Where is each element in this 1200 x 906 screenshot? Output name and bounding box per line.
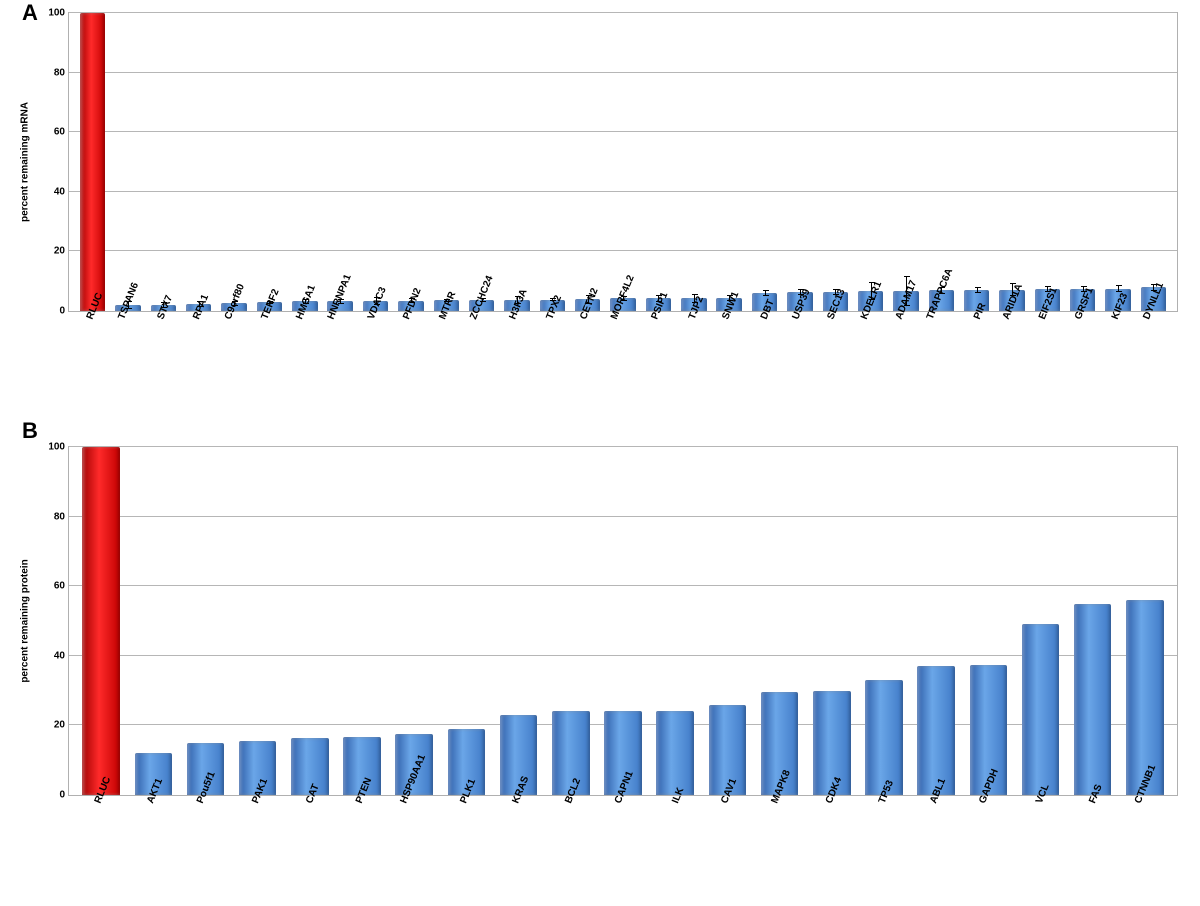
- y-tick: 0: [59, 306, 69, 317]
- panel-a-label: A: [22, 0, 38, 26]
- chart-b-plot: 020406080100: [69, 447, 1177, 795]
- panel-b-label: B: [22, 418, 38, 444]
- bar: [1126, 600, 1164, 795]
- bar-slot: [336, 447, 388, 795]
- bar-slot: [323, 13, 358, 311]
- bar-slot: [1067, 447, 1119, 795]
- y-tick: 80: [54, 511, 69, 522]
- bars-layer: [69, 13, 1177, 311]
- bar-slot: [597, 447, 649, 795]
- bar-slot: [1030, 13, 1065, 311]
- bar: [656, 711, 694, 795]
- bar-slot: [388, 447, 440, 795]
- bar-slot: [440, 447, 492, 795]
- bar-slot: [570, 13, 605, 311]
- bar-slot: [493, 447, 545, 795]
- bar-slot: [1119, 447, 1171, 795]
- bar-slot: [393, 13, 428, 311]
- chart-b: percent remaining protein 020406080100 R…: [68, 446, 1178, 796]
- y-tick: 20: [54, 246, 69, 257]
- bar-slot: [1014, 447, 1066, 795]
- bar-slot: [753, 447, 805, 795]
- y-tick: 60: [54, 581, 69, 592]
- bar-slot: [252, 13, 287, 311]
- y-tick: 80: [54, 67, 69, 78]
- error-bar: [977, 287, 978, 293]
- chart-a-y-title: percent remaining mRNA: [20, 102, 31, 222]
- bar: [80, 13, 105, 311]
- bar-slot: [429, 13, 464, 311]
- bar-slot: [545, 447, 597, 795]
- bar-slot: [605, 13, 640, 311]
- bar-slot: [641, 13, 676, 311]
- bar-slot: [818, 13, 853, 311]
- bar-slot: [535, 13, 570, 311]
- y-tick: 100: [48, 8, 69, 19]
- bar-slot: [232, 447, 284, 795]
- y-tick: 40: [54, 650, 69, 661]
- bar-slot: [910, 447, 962, 795]
- bar-slot: [924, 13, 959, 311]
- bar-slot: [747, 13, 782, 311]
- bar-slot: [110, 13, 145, 311]
- figure: A percent remaining mRNA 020406080100 RL…: [0, 0, 1200, 906]
- bar-slot: [146, 13, 181, 311]
- bar-slot: [499, 13, 534, 311]
- bar: [865, 680, 903, 795]
- bar-slot: [888, 13, 923, 311]
- chart-b-y-title: percent remaining protein: [20, 559, 31, 682]
- y-tick: 20: [54, 720, 69, 731]
- bar-slot: [649, 447, 701, 795]
- bar-slot: [179, 447, 231, 795]
- bar-slot: [216, 13, 251, 311]
- bar-slot: [711, 13, 746, 311]
- bar-slot: [181, 13, 216, 311]
- bar-slot: [806, 447, 858, 795]
- y-tick: 60: [54, 127, 69, 138]
- bar-slot: [1100, 13, 1135, 311]
- bars-layer: [69, 447, 1177, 795]
- bar-slot: [676, 13, 711, 311]
- bar-slot: [287, 13, 322, 311]
- bar-slot: [284, 447, 336, 795]
- bar: [82, 447, 120, 795]
- bar-slot: [962, 447, 1014, 795]
- bar-slot: [75, 13, 110, 311]
- bar-slot: [75, 447, 127, 795]
- bar-slot: [858, 447, 910, 795]
- bar-slot: [127, 447, 179, 795]
- bar-slot: [358, 13, 393, 311]
- bar-slot: [994, 13, 1029, 311]
- chart-a: percent remaining mRNA 020406080100 RLUC…: [68, 12, 1178, 312]
- bar: [1074, 604, 1112, 795]
- bar-slot: [1136, 13, 1171, 311]
- bar-slot: [959, 13, 994, 311]
- bar-slot: [853, 13, 888, 311]
- bar-slot: [464, 13, 499, 311]
- bar: [1022, 624, 1060, 795]
- bar-slot: [1065, 13, 1100, 311]
- error-bar: [765, 290, 766, 296]
- chart-a-plot: 020406080100: [69, 13, 1177, 311]
- bar-slot: [782, 13, 817, 311]
- y-tick: 0: [59, 790, 69, 801]
- y-tick: 40: [54, 186, 69, 197]
- bar: [917, 666, 955, 795]
- bar-slot: [701, 447, 753, 795]
- y-tick: 100: [48, 442, 69, 453]
